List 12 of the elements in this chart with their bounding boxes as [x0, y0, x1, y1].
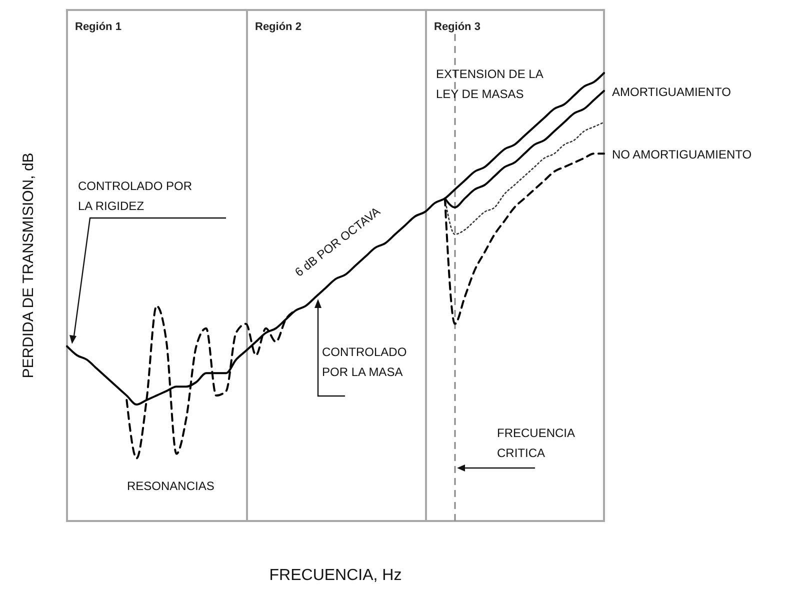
text: Región 3 — [434, 21, 480, 33]
series-label: NO AMORTIGUAMIENTO — [612, 148, 752, 162]
annotation: RESONANCIAS — [127, 479, 214, 493]
series-label: AMORTIGUAMIENTO — [612, 84, 731, 99]
text: Región 1 — [75, 21, 122, 33]
y-axis-title: PERDIDA DE TRANSMISION, dB — [20, 152, 37, 378]
x-axis-title: FRECUENCIA, Hz — [269, 567, 402, 584]
series-label: EXTENSION DE LA LEY DE MASAS — [436, 67, 544, 101]
annotation: CONTROLADO POR LA RIGIDEZ — [78, 179, 192, 213]
annotation: CONTROLADO POR LA MASA — [322, 345, 407, 379]
annotation: FRECUENCIA CRITICA — [497, 426, 576, 460]
text: Región 2 — [255, 21, 302, 33]
